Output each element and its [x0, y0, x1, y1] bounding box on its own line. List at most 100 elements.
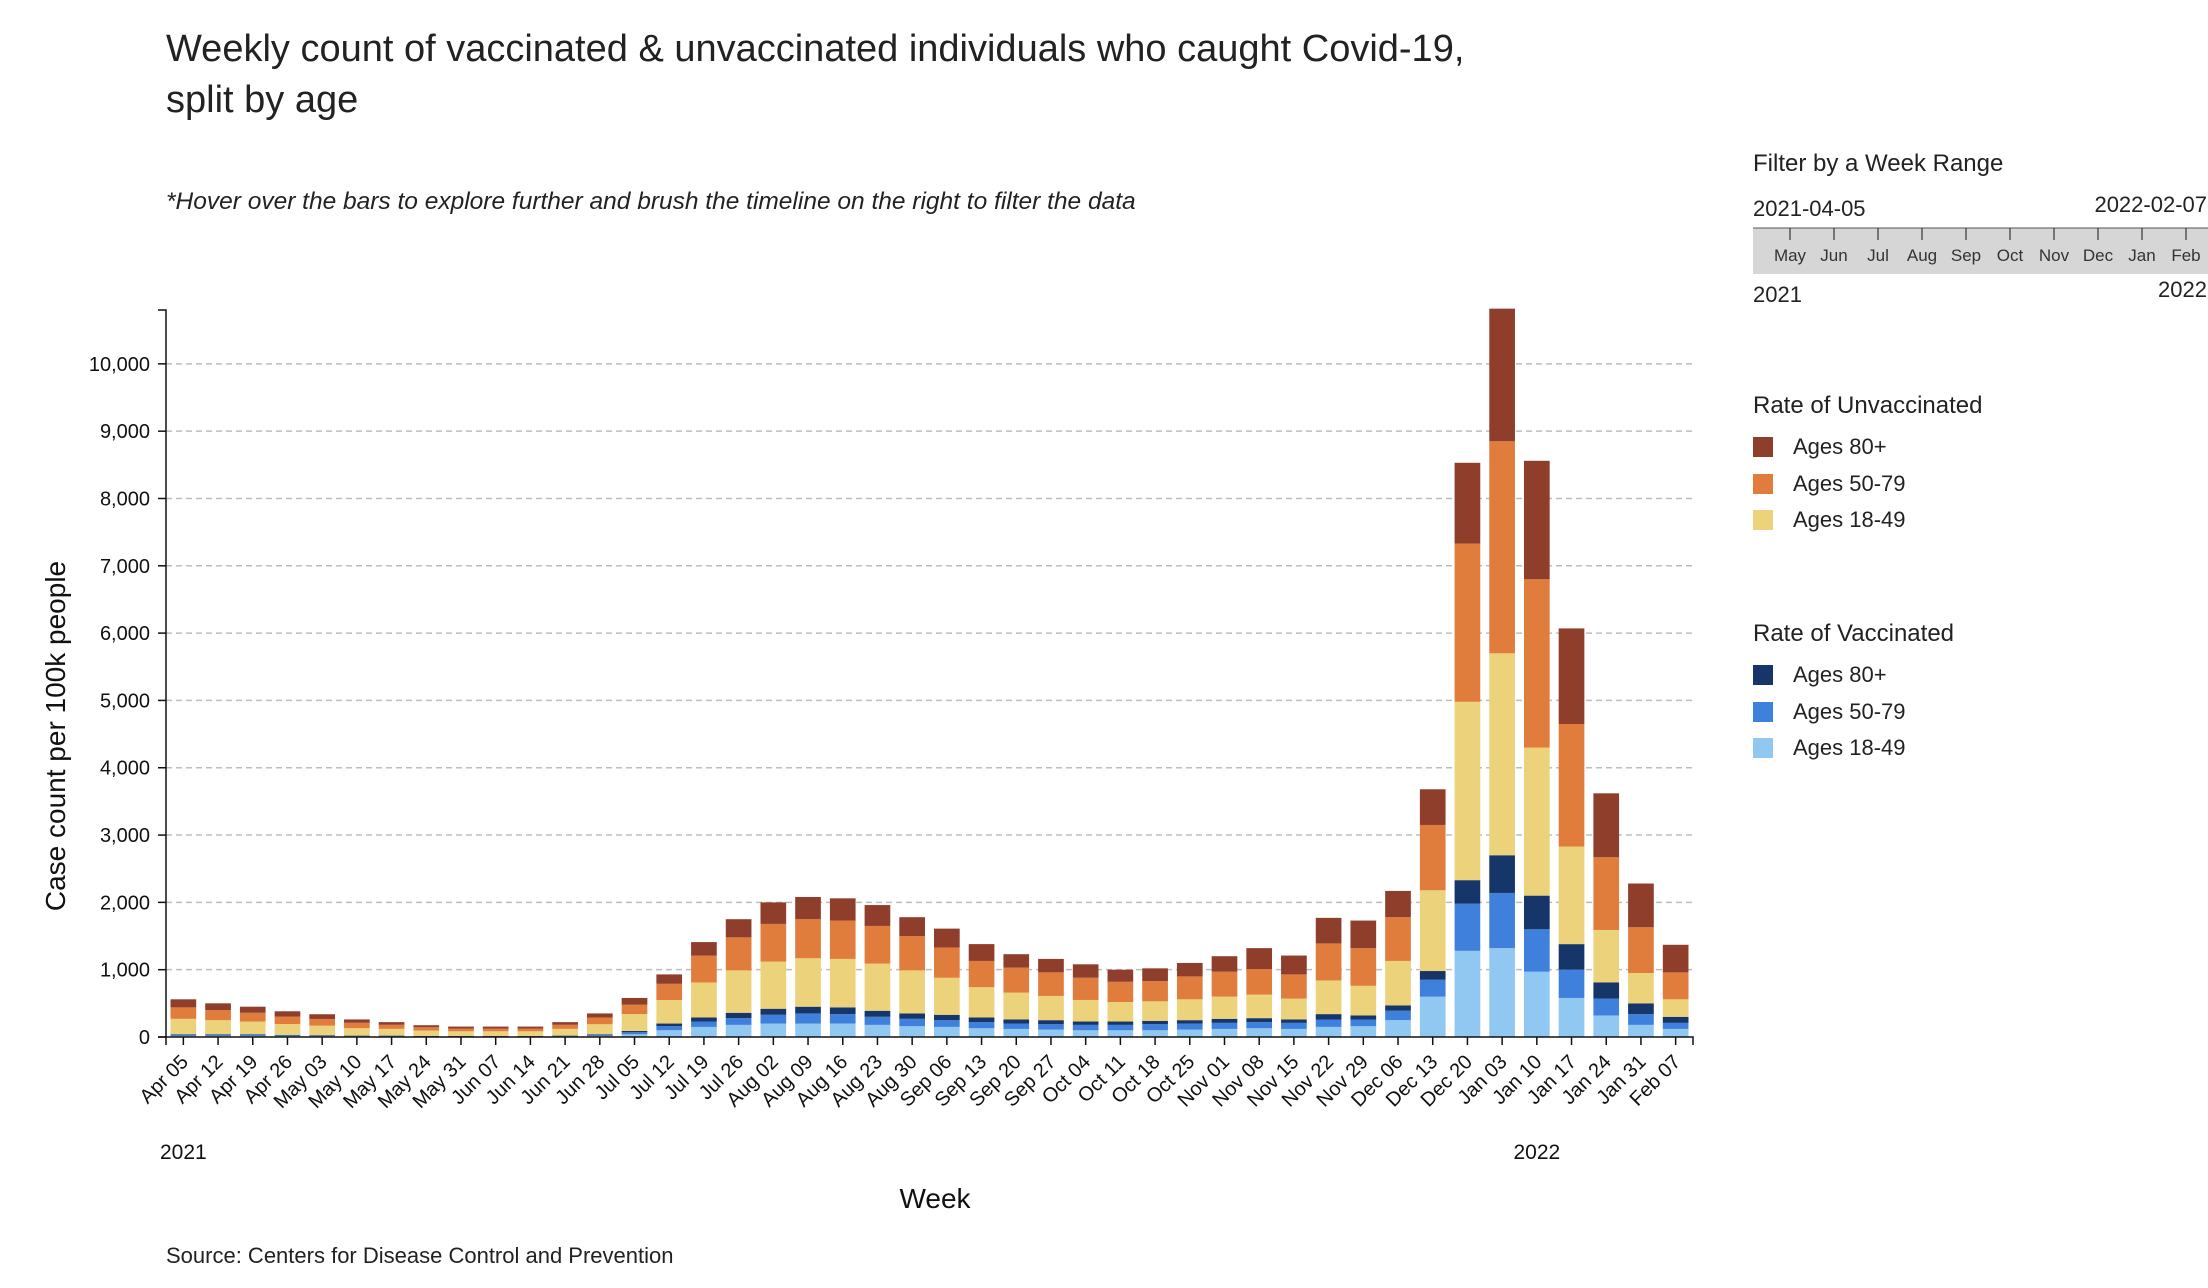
bar-segment[interactable] [760, 902, 787, 924]
bar-segment[interactable] [1385, 917, 1411, 961]
bar-segment[interactable] [1523, 895, 1550, 930]
bar-segment[interactable] [413, 1027, 440, 1031]
bar-segment[interactable] [1072, 1030, 1099, 1037]
bar-segment[interactable] [1038, 1024, 1064, 1030]
bar-segment[interactable] [1315, 1026, 1342, 1037]
bar-segment[interactable] [1419, 996, 1446, 1037]
bar-segment[interactable] [1176, 976, 1203, 1000]
bar-segment[interactable] [1628, 927, 1654, 974]
bar-segment[interactable] [829, 958, 856, 1008]
bar-segment[interactable] [586, 1034, 613, 1035]
bar-segment[interactable] [344, 1035, 370, 1037]
bar-segment[interactable] [1628, 973, 1654, 1004]
bar-segment[interactable] [829, 920, 856, 959]
bar-segment[interactable] [1385, 1020, 1411, 1037]
bar-segment[interactable] [899, 1026, 925, 1037]
bar-segment[interactable] [1350, 985, 1377, 1016]
bar-segment[interactable] [1523, 929, 1550, 972]
bar-segment[interactable] [1315, 1019, 1342, 1027]
bar-segment[interactable] [1385, 890, 1411, 918]
bar-segment[interactable] [934, 928, 960, 948]
bar-segment[interactable] [795, 958, 821, 1007]
bar-segment[interactable] [309, 1035, 336, 1036]
bar-segment[interactable] [656, 983, 683, 1000]
bar-segment[interactable] [1593, 998, 1620, 1016]
bar-segment[interactable] [864, 905, 891, 926]
bar-segment[interactable] [1385, 1010, 1411, 1021]
bar-segment[interactable] [1211, 1018, 1238, 1023]
bar-segment[interactable] [274, 1011, 301, 1017]
bar-segment[interactable] [795, 896, 821, 920]
bar-segment[interactable] [1072, 1024, 1099, 1031]
bar-segment[interactable] [205, 1020, 231, 1035]
bar-segment[interactable] [1211, 996, 1238, 1019]
bar-segment[interactable] [1107, 1024, 1134, 1031]
legend-item[interactable]: Ages 50-79 [1753, 697, 1906, 727]
bar-segment[interactable] [448, 1026, 474, 1029]
bar-segment[interactable] [968, 987, 995, 1018]
bar-segment[interactable] [1489, 948, 1515, 1037]
bar-segment[interactable] [656, 1023, 683, 1027]
bar-segment[interactable] [1176, 1020, 1203, 1024]
bar-segment[interactable] [864, 1024, 891, 1037]
bar-segment[interactable] [1489, 441, 1515, 654]
bar-segment[interactable] [864, 1016, 891, 1025]
bar-segment[interactable] [725, 1018, 752, 1025]
bar-segment[interactable] [1350, 1026, 1377, 1037]
bar-segment[interactable] [1246, 994, 1273, 1019]
bar-segment[interactable] [1142, 968, 1168, 982]
bar-segment[interactable] [344, 1019, 370, 1023]
bar-segment[interactable] [1281, 974, 1307, 999]
bar-segment[interactable] [1003, 1028, 1030, 1037]
bar-segment[interactable] [170, 1034, 197, 1035]
bar-segment[interactable] [795, 919, 821, 959]
bar-segment[interactable] [482, 1031, 509, 1036]
bar-segment[interactable] [934, 977, 960, 1015]
bar-segment[interactable] [274, 1035, 301, 1037]
bar-segment[interactable] [968, 1022, 995, 1029]
bar-segment[interactable] [1246, 948, 1273, 970]
bar-segment[interactable] [621, 1030, 648, 1033]
bar-segment[interactable] [1628, 1024, 1654, 1037]
bar-segment[interactable] [899, 936, 925, 971]
bar-segment[interactable] [829, 898, 856, 921]
bar-segment[interactable] [1281, 1022, 1307, 1029]
bar-segment[interactable] [1454, 903, 1481, 951]
bar-segment[interactable] [344, 1028, 370, 1036]
brush-selection[interactable] [1753, 228, 2208, 274]
bar-segment[interactable] [864, 925, 891, 964]
bar-segment[interactable] [1593, 929, 1620, 983]
bar-segment[interactable] [1628, 883, 1654, 928]
bars-group[interactable] [170, 308, 1689, 1037]
bar-segment[interactable] [621, 1004, 648, 1015]
bar-segment[interactable] [1454, 701, 1481, 881]
bar-segment[interactable] [934, 1014, 960, 1021]
bar-segment[interactable] [1281, 1028, 1307, 1037]
bar-segment[interactable] [1038, 972, 1064, 996]
bar-segment[interactable] [170, 1034, 197, 1036]
bar-segment[interactable] [1246, 1022, 1273, 1029]
bar-segment[interactable] [934, 1026, 960, 1037]
bar-segment[interactable] [864, 1010, 891, 1017]
bar-segment[interactable] [1038, 1029, 1064, 1037]
bar-segment[interactable] [1662, 944, 1689, 973]
bar-segment[interactable] [1662, 999, 1689, 1017]
bar-segment[interactable] [1142, 1001, 1168, 1021]
bar-segment[interactable] [378, 1028, 405, 1036]
bar-segment[interactable] [1385, 960, 1411, 1006]
bar-segment[interactable] [725, 937, 752, 971]
bar-segment[interactable] [378, 1024, 405, 1029]
bar-segment[interactable] [1523, 747, 1550, 896]
legend-item[interactable]: Ages 18-49 [1753, 505, 1906, 535]
bar-segment[interactable] [1072, 964, 1099, 978]
bar-segment[interactable] [1176, 1029, 1203, 1037]
bar-segment[interactable] [1315, 943, 1342, 981]
bar-segment[interactable] [1558, 723, 1585, 847]
bar-segment[interactable] [1246, 969, 1273, 995]
bar-segment[interactable] [239, 1021, 266, 1035]
bar-segment[interactable] [691, 1021, 717, 1027]
legend-item[interactable]: Ages 50-79 [1753, 469, 1906, 499]
bar-segment[interactable] [691, 955, 717, 983]
bar-segment[interactable] [1211, 1028, 1238, 1037]
bar-segment[interactable] [1003, 1019, 1030, 1024]
